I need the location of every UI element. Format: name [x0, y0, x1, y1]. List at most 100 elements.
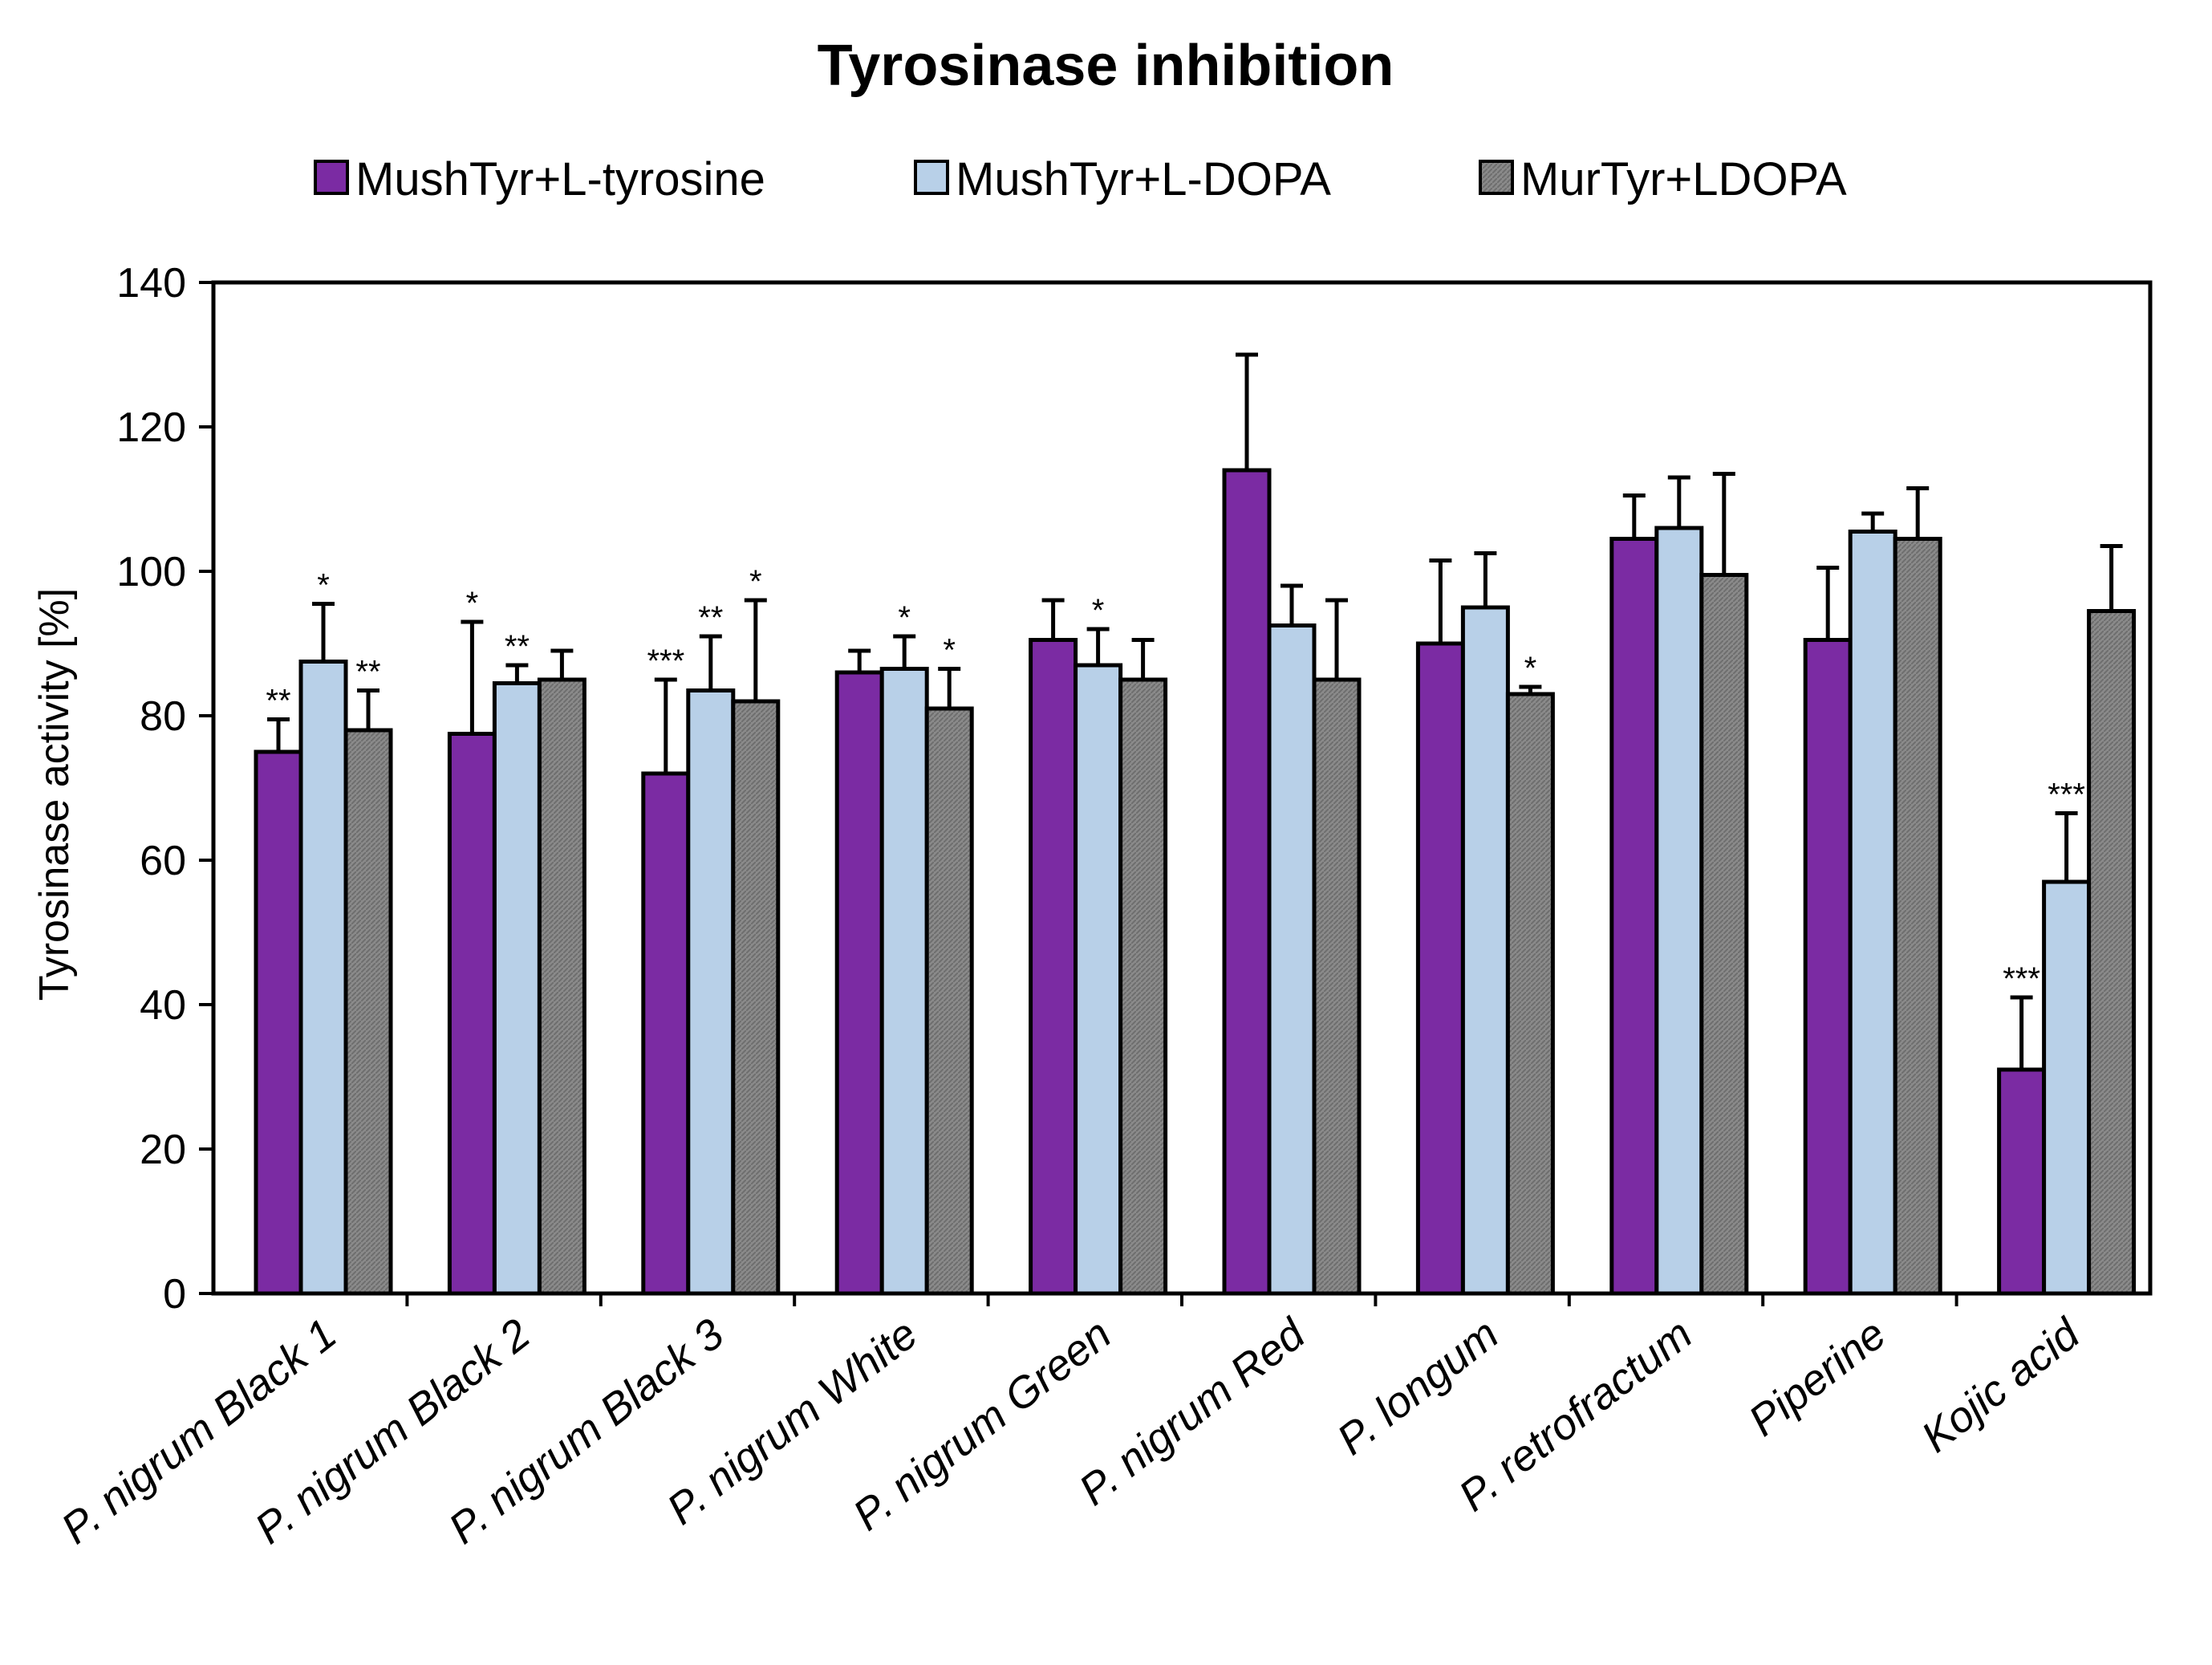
significance-s1-c3: *** [647, 644, 684, 679]
error-bar-s2-c5 [1086, 627, 1110, 665]
error-bar-s1-c1 [267, 717, 290, 752]
chart-title: Tyrosinase inhibition [818, 34, 1394, 98]
significance-s2-c2: ** [505, 629, 530, 664]
legend-swatch-2 [914, 160, 949, 195]
category-label-7: P. longum [1329, 1310, 1508, 1464]
bar-s3-c2 [537, 677, 586, 1296]
legend-item-2: MushTyr+L-DOPA [914, 153, 1331, 205]
y-axis-label: Tyrosinase activity [%] [31, 588, 78, 1001]
error-bar-s3-c3 [744, 598, 767, 701]
error-bar-s3-c7 [1519, 684, 1542, 694]
bar-s2-c2 [492, 681, 542, 1296]
legend-label-3: MurTyr+LDOPA [1520, 153, 1847, 205]
significance-labels: ******** **************** [266, 564, 2085, 997]
bar-s1-c1 [254, 749, 303, 1296]
bar-s3-c9 [1893, 537, 1942, 1296]
significance-s2-c10: *** [2048, 778, 2085, 813]
significance-s1-c10: *** [2003, 961, 2040, 997]
bars [254, 468, 2137, 1296]
y-tick-label-6: 120 [116, 404, 186, 451]
y-tick-label-7: 140 [116, 260, 186, 307]
bar-s2-c5 [1074, 663, 1123, 1296]
y-tick-label-0: 0 [163, 1271, 186, 1318]
error-bar-s2-c4 [893, 634, 916, 669]
bar-s2-c9 [1848, 530, 1897, 1296]
error-bar-s3-c6 [1325, 598, 1348, 680]
bar-s1-c7 [1415, 641, 1465, 1296]
significance-s3-c3: * [749, 564, 762, 599]
significance-s2-c5: * [1092, 593, 1105, 628]
significance-s2-c4: * [898, 600, 911, 636]
bar-s1-c6 [1222, 468, 1272, 1296]
legend: MushTyr+L-tyrosine MushTyr+L-DOPA MurTyr… [314, 153, 1847, 205]
significance-s2-c1: * [317, 568, 330, 603]
error-bar-s3-c4 [938, 667, 961, 709]
bar-s2-c6 [1267, 623, 1317, 1296]
y-tick-label-5: 100 [116, 549, 186, 595]
plot-frame [211, 280, 2153, 1296]
error-bar-s3-c2 [550, 648, 574, 680]
significance-s3-c4: * [943, 633, 956, 668]
error-bar-s3-c9 [1906, 486, 1930, 539]
legend-item-3: MurTyr+LDOPA [1479, 153, 1847, 205]
bar-s1-c2 [447, 732, 497, 1296]
error-bar-s1-c9 [1816, 566, 1840, 640]
bar-s1-c10 [1997, 1067, 2047, 1296]
error-bar-s1-c5 [1041, 598, 1065, 640]
legend-item-1: MushTyr+L-tyrosine [314, 153, 765, 205]
error-bar-s1-c7 [1429, 558, 1452, 644]
bar-s3-c7 [1505, 692, 1555, 1296]
bar-s3-c10 [2087, 609, 2137, 1296]
y-tick-label-2: 40 [140, 982, 186, 1029]
error-bar-s2-c3 [699, 634, 722, 691]
bar-s2-c4 [879, 667, 929, 1296]
bar-s2-c8 [1654, 526, 1704, 1296]
bar-s3-c4 [924, 706, 974, 1296]
error-bar-s3-c10 [2100, 544, 2123, 611]
error-bar-s2-c1 [312, 602, 335, 662]
y-tick-label-1: 20 [140, 1127, 186, 1173]
bar-s1-c4 [834, 670, 884, 1296]
significance-s3-c1: ** [355, 655, 380, 690]
error-bars [267, 352, 2123, 1070]
bar-s1-c8 [1609, 537, 1659, 1296]
bar-s3-c6 [1312, 677, 1362, 1296]
error-bar-s2-c9 [1861, 511, 1885, 532]
category-label-9: Piperine [1740, 1310, 1895, 1445]
bar-s3-c5 [1118, 677, 1168, 1296]
y-tick-label-4: 80 [140, 693, 186, 740]
bar-s3-c1 [343, 728, 393, 1296]
bar-s2-c1 [298, 660, 348, 1296]
significance-s3-c7: * [1524, 651, 1537, 686]
error-bar-s1-c8 [1622, 493, 1646, 539]
error-bar-s1-c6 [1236, 352, 1258, 470]
bar-s1-c3 [641, 771, 691, 1296]
bar-s2-c7 [1460, 605, 1510, 1296]
legend-swatch-3 [1479, 160, 1514, 195]
error-bar-s2-c6 [1281, 583, 1303, 626]
bar-s3-c3 [731, 699, 781, 1296]
category-label-10: Kojic acid [1913, 1309, 2090, 1462]
error-bar-s2-c8 [1667, 475, 1690, 528]
significance-s2-c3: ** [698, 600, 723, 636]
legend-swatch-1 [314, 160, 349, 195]
x-axis: P. nigrum Black 1P. nigrum Black 2P. nig… [52, 1293, 2090, 1553]
error-bar-s2-c10 [2055, 811, 2078, 882]
error-bar-s1-c2 [461, 619, 484, 734]
error-bar-s2-c7 [1474, 551, 1497, 607]
bar-s1-c5 [1029, 638, 1078, 1296]
error-bar-s3-c8 [1712, 472, 1735, 575]
y-tick-label-3: 60 [140, 838, 186, 884]
error-bar-s1-c10 [2010, 995, 2033, 1070]
legend-label-2: MushTyr+L-DOPA [956, 153, 1331, 205]
significance-s1-c2: * [466, 586, 479, 621]
bar-s2-c10 [2042, 879, 2092, 1296]
bar-s1-c9 [1803, 638, 1853, 1296]
error-bar-s3-c5 [1131, 638, 1155, 680]
error-bar-s1-c3 [654, 677, 677, 774]
bar-s2-c3 [686, 688, 736, 1296]
error-bar-s1-c4 [848, 648, 871, 672]
legend-label-1: MushTyr+L-tyrosine [355, 153, 765, 205]
error-bar-s3-c1 [357, 688, 379, 730]
